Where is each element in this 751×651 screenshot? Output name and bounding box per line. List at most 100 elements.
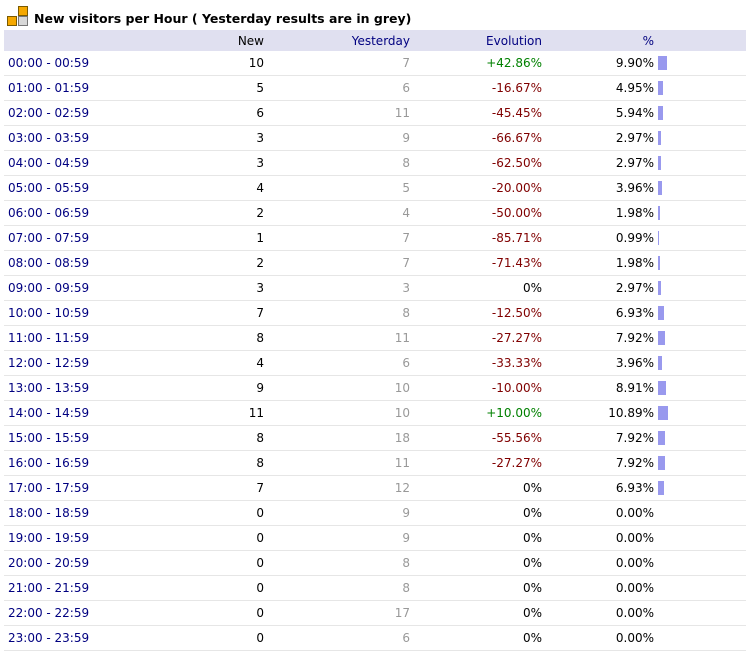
yesterday-cell: 4 [265, 200, 411, 226]
yesterday-cell: 8 [265, 300, 411, 326]
percent-cell: 6.93% [543, 475, 658, 501]
percent-cell: 9.90% [543, 51, 658, 76]
share-bar [658, 206, 660, 221]
hour-cell: 05:00 - 05:59 [4, 175, 159, 201]
section-title: New visitors per Hour ( Yesterday result… [34, 11, 412, 26]
hour-cell: 17:00 - 17:59 [4, 475, 159, 501]
table-row: 09:00 - 09:59 3 3 0% 2.97% [4, 275, 746, 301]
table-row: 06:00 - 06:59 2 4 -50.00% 1.98% [4, 200, 746, 226]
table-row: 19:00 - 19:59 0 9 0% 0.00% [4, 525, 746, 551]
table-row: 23:00 - 23:59 0 6 0% 0.00% [4, 625, 746, 651]
evolution-cell: 0% [411, 475, 543, 501]
yesterday-cell: 10 [265, 400, 411, 426]
yesterday-cell: 9 [265, 500, 411, 526]
share-bar [658, 381, 666, 396]
evolution-cell: 0% [411, 500, 543, 526]
hour-cell: 23:00 - 23:59 [4, 625, 159, 651]
share-bar [658, 356, 662, 371]
evolution-cell: -66.67% [411, 125, 543, 151]
percent-cell: 8.91% [543, 375, 658, 401]
new-visitors-cell: 11 [159, 400, 265, 426]
evolution-cell: -62.50% [411, 150, 543, 176]
evolution-cell: 0% [411, 275, 543, 301]
hour-cell: 09:00 - 09:59 [4, 275, 159, 301]
percent-cell: 2.97% [543, 125, 658, 151]
visitors-per-hour-table: New Yesterday Evolution % 00:00 - 00:59 1… [4, 30, 746, 651]
percent-cell: 7.92% [543, 450, 658, 476]
column-header-evolution: Evolution [486, 33, 542, 48]
percent-cell: 1.98% [543, 200, 658, 226]
hour-cell: 13:00 - 13:59 [4, 375, 159, 401]
evolution-cell: +10.00% [411, 400, 543, 426]
yesterday-cell: 7 [265, 250, 411, 276]
evolution-cell: 0% [411, 575, 543, 601]
table-row: 13:00 - 13:59 9 10 -10.00% 8.91% [4, 375, 746, 401]
share-bar [658, 306, 664, 321]
share-bar [658, 56, 667, 71]
hour-cell: 06:00 - 06:59 [4, 200, 159, 226]
yesterday-cell: 17 [265, 600, 411, 626]
column-header-bar [658, 30, 746, 51]
share-bar [658, 456, 665, 471]
new-visitors-cell: 0 [159, 500, 265, 526]
evolution-cell: 0% [411, 600, 543, 626]
yesterday-cell: 18 [265, 425, 411, 451]
share-bar-cell [658, 200, 746, 226]
yesterday-cell: 11 [265, 325, 411, 351]
share-bar-cell [658, 525, 746, 551]
table-row: 01:00 - 01:59 5 6 -16.67% 4.95% [4, 75, 746, 101]
percent-cell: 3.96% [543, 350, 658, 376]
table-row: 16:00 - 16:59 8 11 -27.27% 7.92% [4, 450, 746, 476]
table-row: 03:00 - 03:59 3 9 -66.67% 2.97% [4, 125, 746, 151]
new-visitors-cell: 8 [159, 325, 265, 351]
yesterday-cell: 8 [265, 150, 411, 176]
hour-cell: 20:00 - 20:59 [4, 550, 159, 576]
table-row: 04:00 - 04:59 3 8 -62.50% 2.97% [4, 150, 746, 176]
evolution-cell: -55.56% [411, 425, 543, 451]
table-row: 14:00 - 14:59 11 10 +10.00% 10.89% [4, 400, 746, 426]
new-visitors-cell: 0 [159, 625, 265, 651]
percent-cell: 7.92% [543, 325, 658, 351]
evolution-cell: -45.45% [411, 100, 543, 126]
evolution-cell: 0% [411, 525, 543, 551]
table-row: 17:00 - 17:59 7 12 0% 6.93% [4, 475, 746, 501]
yesterday-cell: 11 [265, 100, 411, 126]
yesterday-cell: 9 [265, 525, 411, 551]
evolution-cell: 0% [411, 550, 543, 576]
share-bar [658, 131, 661, 146]
share-bar [658, 256, 660, 271]
table-row: 15:00 - 15:59 8 18 -55.56% 7.92% [4, 425, 746, 451]
evolution-cell: -71.43% [411, 250, 543, 276]
yesterday-cell: 6 [265, 625, 411, 651]
new-visitors-cell: 8 [159, 450, 265, 476]
share-bar [658, 431, 665, 446]
table-row: 11:00 - 11:59 8 11 -27.27% 7.92% [4, 325, 746, 351]
new-visitors-cell: 4 [159, 175, 265, 201]
share-bar-cell [658, 350, 746, 376]
share-bar-cell [658, 150, 746, 176]
yesterday-cell: 12 [265, 475, 411, 501]
percent-cell: 0.00% [543, 525, 658, 551]
percent-cell: 0.00% [543, 625, 658, 651]
share-bar-cell [658, 375, 746, 401]
new-visitors-cell: 2 [159, 250, 265, 276]
share-bar [658, 181, 662, 196]
yesterday-cell: 10 [265, 375, 411, 401]
share-bar-cell [658, 550, 746, 576]
evolution-cell: 0% [411, 625, 543, 651]
evolution-cell: -33.33% [411, 350, 543, 376]
share-bar-cell [658, 100, 746, 126]
share-bar [658, 156, 661, 171]
new-visitors-cell: 7 [159, 300, 265, 326]
share-bar-cell [658, 500, 746, 526]
percent-cell: 1.98% [543, 250, 658, 276]
hour-cell: 04:00 - 04:59 [4, 150, 159, 176]
table-row: 00:00 - 00:59 10 7 +42.86% 9.90% [4, 51, 746, 76]
table-body: 00:00 - 00:59 10 7 +42.86% 9.90% 01:00 - 01:5… [4, 51, 746, 651]
new-visitors-cell: 0 [159, 550, 265, 576]
new-visitors-cell: 3 [159, 275, 265, 301]
percent-cell: 0.00% [543, 500, 658, 526]
share-bar-cell [658, 325, 746, 351]
share-bar-cell [658, 600, 746, 626]
hour-cell: 19:00 - 19:59 [4, 525, 159, 551]
